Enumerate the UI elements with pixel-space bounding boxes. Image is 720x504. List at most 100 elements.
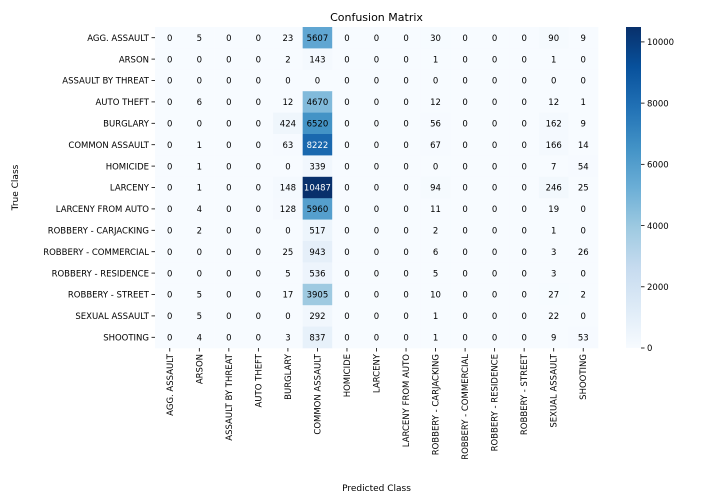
- heatmap-cell: [214, 326, 244, 349]
- heatmap-cell: [273, 219, 303, 242]
- heatmap-cell: [184, 155, 215, 178]
- cell-value-label: 8222: [307, 141, 329, 151]
- y-tick-label-larceny-from-auto: LARCENY FROM AUTO: [56, 205, 150, 215]
- cell-value-label: 0: [226, 120, 231, 130]
- heatmap-cell: [509, 134, 540, 156]
- cell-value-label: 0: [167, 98, 172, 108]
- y-axis-label: True Class: [11, 164, 21, 211]
- cell-value-label: 0: [226, 77, 231, 87]
- heatmap-cell: [361, 112, 392, 135]
- heatmap-cell: [568, 326, 599, 349]
- x-tick-label-robbery-residence: ROBBERY - RESIDENCE: [491, 354, 501, 451]
- cell-value-label: 0: [521, 227, 526, 237]
- heatmap-cell: [538, 198, 569, 220]
- y-tick-label-homicide: HOMICIDE: [106, 162, 149, 172]
- heatmap-cell: [479, 69, 510, 92]
- cell-value-label: 0: [521, 291, 526, 301]
- cell-value-label: 25: [578, 184, 589, 194]
- heatmap-cell: [538, 262, 569, 285]
- cell-value-label: 0: [374, 205, 379, 215]
- heatmap-cell: [568, 134, 599, 156]
- cell-value-label: 0: [197, 269, 202, 279]
- heatmap-cell: [302, 241, 333, 263]
- heatmap-cell: [332, 176, 363, 199]
- heatmap-cell: [479, 219, 510, 242]
- heatmap-cell: [273, 283, 303, 306]
- cell-value-label: 9: [581, 120, 586, 130]
- y-tick-label-robbery-carjacking: ROBBERY - CARJACKING: [48, 227, 149, 237]
- heatmap-cell: [568, 283, 599, 306]
- cell-value-label: 0: [374, 98, 379, 108]
- cell-value-label: 0: [167, 291, 172, 301]
- cell-value-label: 0: [167, 120, 172, 130]
- heatmap-cell: [214, 155, 244, 178]
- heatmap-cell: [420, 91, 451, 113]
- cell-value-label: 0: [374, 162, 379, 172]
- cell-value-label: 0: [285, 162, 290, 172]
- heatmap-cell: [450, 69, 481, 92]
- heatmap-cell: [479, 27, 510, 49]
- heatmap-cell: [509, 27, 540, 49]
- heatmap-cell: [391, 283, 422, 306]
- cell-value-label: 0: [167, 34, 172, 44]
- y-tick-label-sexual-assault: SEXUAL ASSAULT: [75, 312, 149, 322]
- heatmap-cell: [568, 262, 599, 285]
- cell-value-label: 0: [374, 141, 379, 151]
- heatmap-cell: [184, 198, 215, 220]
- heatmap-cell: [273, 241, 303, 263]
- cell-value-label: 0: [581, 55, 586, 65]
- cell-value-label: 0: [403, 227, 408, 237]
- heatmap-cell: [243, 198, 274, 220]
- heatmap-cell: [243, 241, 274, 263]
- heatmap-cell: [538, 241, 569, 263]
- heatmap-cell: [420, 69, 451, 92]
- heatmap-cell: [243, 219, 274, 242]
- cell-value-label: 424: [280, 120, 296, 130]
- cell-value-label: 0: [462, 120, 467, 130]
- cell-value-label: 30: [430, 34, 441, 44]
- heatmap-cell: [214, 112, 244, 135]
- y-tick-label-robbery-commercial: ROBBERY - COMMERCIAL: [43, 248, 149, 258]
- heatmap-cell: [391, 262, 422, 285]
- heatmap-cell: [155, 155, 185, 178]
- cell-value-label: 0: [374, 269, 379, 279]
- cell-value-label: 0: [403, 334, 408, 344]
- heatmap-cell: [479, 134, 510, 156]
- heatmap-cell: [214, 69, 244, 92]
- heatmap-cell: [538, 112, 569, 135]
- heatmap-cell: [479, 283, 510, 306]
- heatmap-cell: [332, 326, 363, 349]
- colorbar: 0 2000 4000 6000 8000 10000: [626, 27, 674, 354]
- heatmap-cell: [155, 91, 185, 113]
- cell-value-label: 0: [374, 334, 379, 344]
- heatmap-cell: [302, 198, 333, 220]
- cell-value-label: 2: [197, 227, 202, 237]
- y-axis-tick-labels: AGG. ASSAULT ARSON ASSAULT BY THREAT AUTO T…: [43, 34, 155, 344]
- y-tick-label-arson: ARSON: [119, 55, 149, 65]
- cell-value-label: 5: [285, 269, 290, 279]
- heatmap-cell: [243, 69, 274, 92]
- heatmap-cell: [214, 283, 244, 306]
- cell-value-label: 0: [226, 34, 231, 44]
- cell-value-label: 0: [226, 312, 231, 322]
- cell-value-label: 0: [374, 120, 379, 130]
- cell-value-label: 2: [285, 55, 290, 65]
- colorbar-gradient: [626, 27, 641, 348]
- cell-value-label: 0: [492, 248, 497, 258]
- cell-value-label: 0: [226, 227, 231, 237]
- heatmap-cell: [538, 134, 569, 156]
- heatmap-cell: [361, 198, 392, 220]
- heatmap-cell: [509, 326, 540, 349]
- cell-value-label: 5607: [307, 34, 329, 44]
- cell-value-label: 0: [256, 162, 261, 172]
- x-tick-label-larceny-from-auto: LARCENY FROM AUTO: [402, 354, 412, 448]
- heatmap-cell: [509, 112, 540, 135]
- cell-value-label: 0: [374, 291, 379, 301]
- cell-value-label: 6: [197, 98, 202, 108]
- cell-value-label: 56: [430, 120, 441, 130]
- heatmap-cell: [273, 198, 303, 220]
- heatmap-cell: [184, 176, 215, 199]
- cell-value-label: 246: [546, 184, 562, 194]
- heatmap-cell: [361, 176, 392, 199]
- x-tick-label-homicide: HOMICIDE: [343, 354, 353, 397]
